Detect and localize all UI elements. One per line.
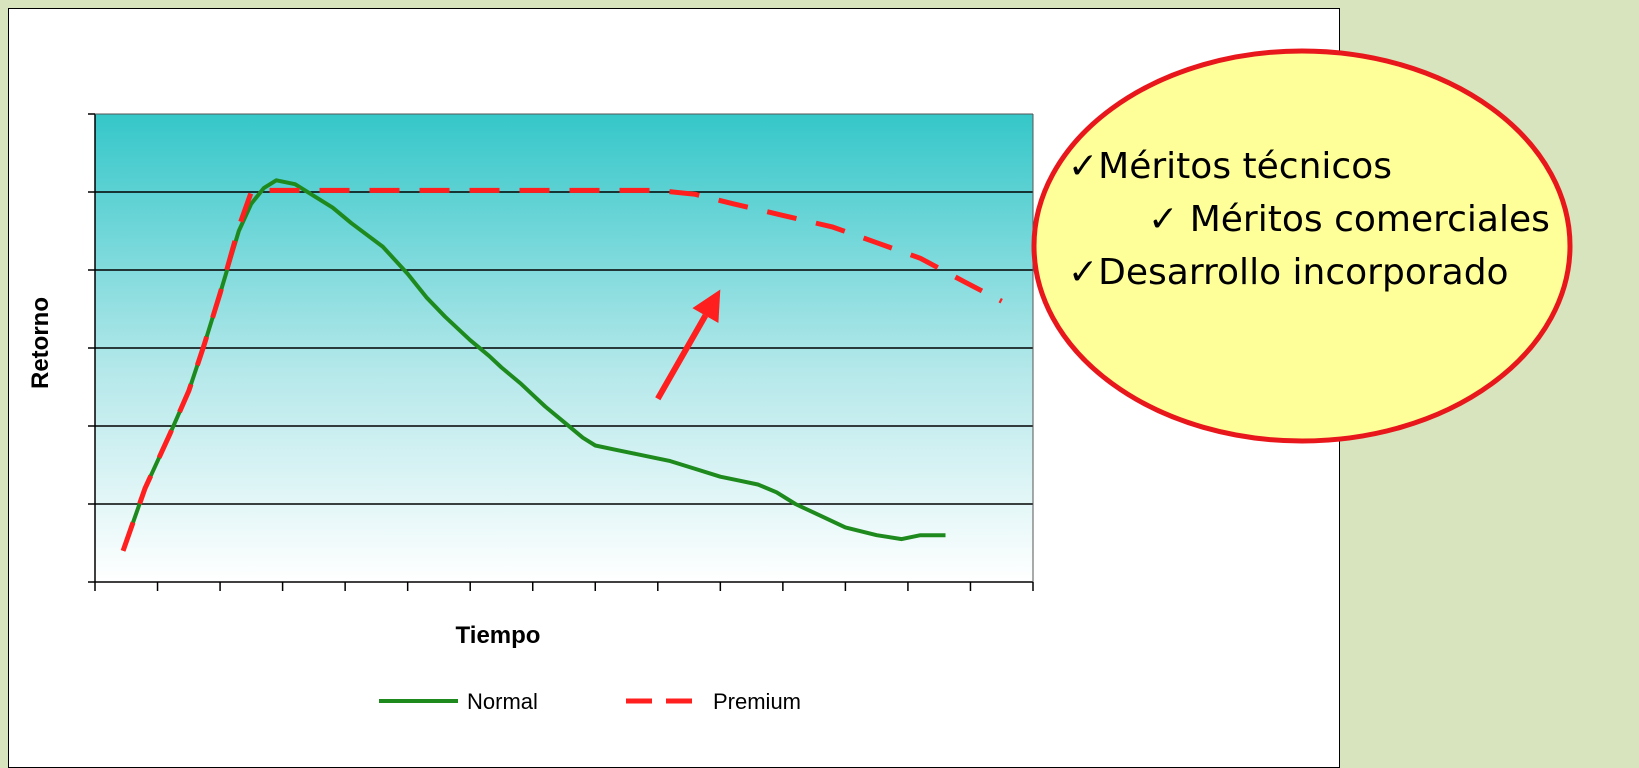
callout-item-0: ✓Méritos técnicos	[1068, 146, 1392, 187]
x-axis-label: Tiempo	[456, 622, 541, 649]
callout-item-1: ✓ Méritos comerciales	[1068, 199, 1607, 240]
series-line-premium	[120, 187, 1003, 552]
series-layer	[120, 178, 1003, 552]
callout-bubble	[1031, 48, 1573, 444]
callout-ellipse: ✓Méritos técnicos ✓ Méritos comerciales …	[1031, 48, 1607, 444]
y-axis-label: Retorno	[27, 297, 54, 389]
axes	[88, 113, 1034, 591]
gridlines	[95, 191, 1033, 505]
legend-label-normal: Normal	[467, 689, 538, 714]
check-icon: ✓	[1068, 252, 1098, 293]
series-line-normal	[121, 178, 946, 552]
trend-arrow-head	[692, 289, 721, 323]
legend-label-premium: Premium	[713, 689, 801, 714]
legend: Normal Premium	[379, 689, 801, 714]
callout-item-2: ✓Desarrollo incorporado	[1068, 252, 1509, 293]
check-icon: ✓	[1148, 199, 1178, 240]
check-icon: ✓	[1068, 146, 1098, 187]
trend-arrow-shaft	[655, 314, 709, 401]
